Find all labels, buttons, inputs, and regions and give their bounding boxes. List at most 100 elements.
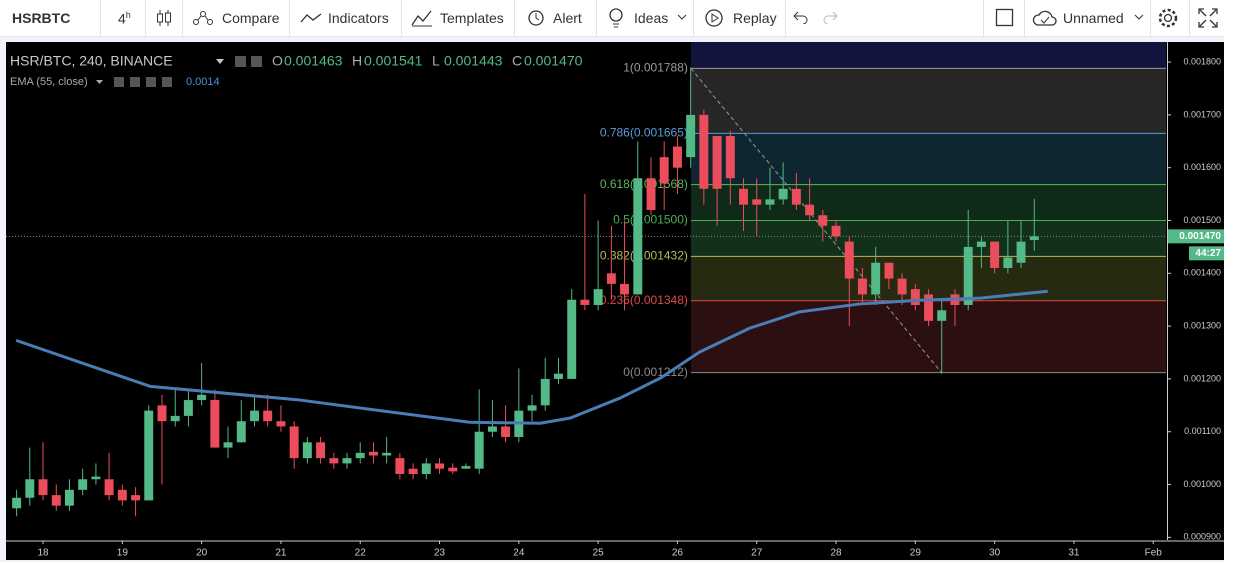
candle-body	[78, 479, 88, 490]
button[interactable]: Compare	[222, 10, 280, 26]
legend-icon[interactable]	[130, 77, 140, 87]
ohlc-value: 0.001463	[284, 53, 343, 69]
bottom-strip	[0, 562, 1239, 570]
replay-icon[interactable]	[703, 7, 725, 29]
candle-body	[223, 442, 233, 448]
fib-zone	[690, 68, 1166, 134]
indicator-value: 0.0014	[186, 76, 220, 88]
candle-body	[620, 283, 630, 295]
y-tick-label: 0.001600	[1183, 162, 1221, 172]
candle-body	[884, 262, 894, 279]
fib-zone	[690, 184, 1166, 221]
candle-body	[474, 431, 484, 469]
fib-label: 0(0.001212)	[623, 365, 688, 379]
candle-body	[567, 299, 577, 379]
right-strip	[1224, 36, 1239, 562]
candle-body	[686, 114, 696, 158]
candle-body	[818, 215, 828, 226]
candle-body	[646, 178, 656, 210]
x-tick-label: Feb	[1145, 548, 1163, 559]
candle-body	[91, 476, 101, 480]
fib-label: 0.236(0.001348)	[600, 293, 688, 307]
candle-body	[51, 495, 61, 506]
candle-body	[752, 199, 762, 205]
layout-dropdown[interactable]	[1134, 14, 1144, 22]
button[interactable]: Replay	[733, 10, 777, 26]
ohlc-value: 0.001443	[444, 53, 503, 69]
interval[interactable]: 4h	[118, 10, 131, 27]
chart-style-icon[interactable]	[156, 9, 172, 27]
button[interactable]: Indicators	[328, 10, 389, 26]
candle-body	[1016, 241, 1026, 263]
candle-body	[421, 463, 431, 474]
x-tick-label: 29	[910, 548, 922, 559]
interval-value: 4	[118, 10, 126, 27]
legend-icon[interactable]	[114, 77, 124, 87]
candle-body	[448, 467, 458, 472]
fib-top-zone	[690, 42, 1166, 69]
candle-body	[712, 136, 722, 189]
candle-body	[144, 410, 154, 501]
x-tick-label: 19	[117, 548, 129, 559]
ohlc-label: C	[512, 53, 522, 69]
legend-icon[interactable]	[162, 77, 172, 87]
button[interactable]: Ideas	[634, 10, 669, 26]
button[interactable]: Templates	[440, 10, 504, 26]
plot: 1(0.001788) 0.786(0.001665) 0.618(0.001568…	[6, 42, 1166, 517]
cloud-icon[interactable]	[1032, 8, 1058, 28]
layout-name[interactable]: Unnamed	[1063, 10, 1124, 26]
select-box[interactable]	[995, 8, 1015, 28]
templates-icon[interactable]	[411, 8, 433, 28]
candle-body	[1029, 236, 1039, 241]
candle-body	[117, 489, 127, 501]
candle-body	[765, 199, 775, 205]
y-tick-label: 0.001000	[1183, 479, 1221, 489]
candle-body	[593, 289, 603, 305]
candle-body	[606, 273, 616, 284]
y-tick-label: 0.001400	[1183, 268, 1221, 278]
undo[interactable]	[793, 10, 809, 24]
candle-body	[725, 136, 735, 179]
ema-line	[15, 289, 1048, 425]
candle-body	[38, 479, 48, 496]
candle-body	[25, 479, 35, 498]
ideas-icon[interactable]	[607, 7, 625, 29]
candle-body	[844, 241, 854, 279]
candle-body	[805, 204, 815, 216]
indicator-dropdown[interactable]	[96, 80, 103, 84]
indicators-icon[interactable]	[300, 10, 322, 26]
settings-icon[interactable]	[1157, 7, 1179, 29]
x-tick-label: 31	[1068, 548, 1080, 559]
y-tick-label: 0.000900	[1183, 532, 1221, 542]
candle-body	[897, 278, 907, 295]
x-tick-label: 23	[434, 548, 446, 559]
candle-body	[157, 405, 167, 422]
redo[interactable]	[822, 10, 838, 24]
fib-label: 0.786(0.001665)	[600, 126, 688, 140]
alert-icon[interactable]	[526, 8, 546, 28]
ideas-dropdown[interactable]	[677, 14, 687, 22]
candle-body	[197, 394, 207, 401]
symbol[interactable]: HSRBTC	[12, 10, 71, 26]
candle-body	[316, 442, 326, 459]
compare-icon[interactable]	[192, 8, 214, 28]
chart-title: HSR/BTC, 240, BINANCE	[10, 53, 173, 69]
price-tag-bg	[1168, 229, 1224, 244]
ohlc-value: 0.001541	[364, 53, 423, 69]
symbol-dropdown[interactable]	[216, 59, 224, 64]
x-tick-label: 24	[513, 548, 525, 559]
legend-icon[interactable]	[146, 77, 156, 87]
countdown: 44:27	[1195, 248, 1221, 259]
legend-icon[interactable]	[235, 56, 246, 67]
y-tick-label: 0.001300	[1183, 320, 1221, 330]
fullscreen-icon[interactable]	[1198, 8, 1218, 28]
button[interactable]: Alert	[553, 10, 582, 26]
candle-body	[355, 452, 365, 459]
candle-body	[937, 310, 947, 321]
candle-body	[487, 426, 497, 432]
candle-body	[302, 442, 312, 459]
legend-icon[interactable]	[251, 56, 262, 67]
candle-body	[633, 178, 643, 295]
candle-body	[554, 373, 563, 379]
candle-body	[289, 426, 299, 459]
